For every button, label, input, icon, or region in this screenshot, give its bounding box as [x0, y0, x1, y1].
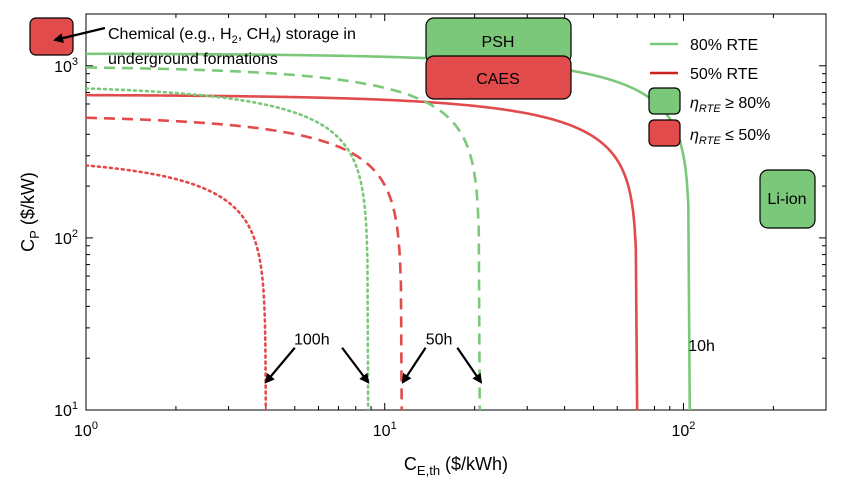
series-group	[86, 52, 692, 410]
chemical-anno-sub2: 4	[270, 34, 276, 46]
series-line-100h-80rte	[86, 87, 370, 410]
series-line-10h-50rte	[86, 93, 639, 410]
x-tick-label-2: 102	[672, 420, 696, 440]
legend-label-eta-ge: ηRTE ≥ 80%	[690, 95, 770, 115]
y-tick-label-2: 103	[54, 56, 78, 76]
tech-box-caes-label: CAES	[476, 71, 520, 88]
arrow-group	[264, 347, 483, 384]
chemical-anno-sub1: 2	[232, 34, 238, 46]
y-tick-label-0: 101	[54, 400, 78, 420]
legend-eta-ge-sub: RTE	[699, 103, 721, 115]
x-tick-label-1: 101	[373, 420, 397, 440]
series-line-50h-80rte	[86, 66, 482, 410]
y-axis-title-main: C	[18, 239, 38, 252]
legend-eta-ge-symbol: η	[690, 95, 699, 112]
y-axis-title-sub: P	[27, 230, 42, 239]
duration-arrow-3	[456, 347, 483, 384]
x-axis-title-unit: ($/kWh)	[440, 454, 508, 474]
y-tick-label-1: 102	[54, 228, 78, 248]
tech-box-psh-label: PSH	[482, 34, 515, 51]
chemical-annotation-line1: Chemical (e.g., H2, CH4) storage in	[108, 26, 356, 46]
chemical-anno-post: ) storage in	[276, 26, 356, 43]
legend-patch-red	[648, 119, 681, 147]
y-axis-title-unit: ($/kW)	[18, 172, 38, 230]
tech-box-li-ion-label: Li-ion	[767, 191, 806, 208]
legend-eta-ge-text: ≥ 80%	[721, 95, 771, 112]
duration-label-50h: 50h	[426, 332, 453, 349]
legend-label-eta-le: ηRTE ≤ 50%	[690, 127, 770, 147]
legend: 80% RTE 50% RTE ηRTE ≥ 80% ηRTE ≤ 50%	[648, 37, 770, 147]
duration-arrow-0	[264, 347, 296, 384]
chemical-anno-pre: Chemical (e.g., H	[108, 26, 232, 43]
series-line-100h-50rte	[86, 164, 268, 410]
legend-eta-le-sub: RTE	[699, 135, 721, 147]
duration-arrow-1	[341, 347, 370, 384]
duration-label-100h: 100h	[294, 332, 330, 349]
legend-eta-le-text: ≤ 50%	[721, 127, 771, 144]
legend-label-80: 80% RTE	[690, 37, 758, 54]
duration-label-10h: 10h	[688, 338, 715, 355]
legend-patch-green	[648, 87, 681, 115]
x-axis-title-main: C	[404, 454, 417, 474]
plot-frame	[85, 13, 827, 411]
chemical-arrow	[53, 26, 106, 43]
chemical-anno-mid: , CH	[238, 26, 270, 43]
x-axis-title: CE,th ($/kWh)	[404, 454, 508, 478]
x-tick-label-0: 100	[74, 420, 98, 440]
tech-box-li-ion: Li-ion	[759, 169, 816, 229]
chemical-annotation-line2: underground formations	[108, 51, 278, 68]
x-axis-title-sub: E,th	[417, 463, 440, 478]
series-line-10h-80rte	[86, 52, 692, 410]
y-axis-title: CP ($/kW)	[18, 172, 42, 252]
duration-arrow-2	[401, 347, 427, 384]
tech-box-psh: PSH	[425, 17, 572, 64]
tech-box-caes: CAES	[425, 55, 572, 100]
legend-label-50: 50% RTE	[690, 66, 758, 83]
legend-eta-le-symbol: η	[690, 127, 699, 144]
